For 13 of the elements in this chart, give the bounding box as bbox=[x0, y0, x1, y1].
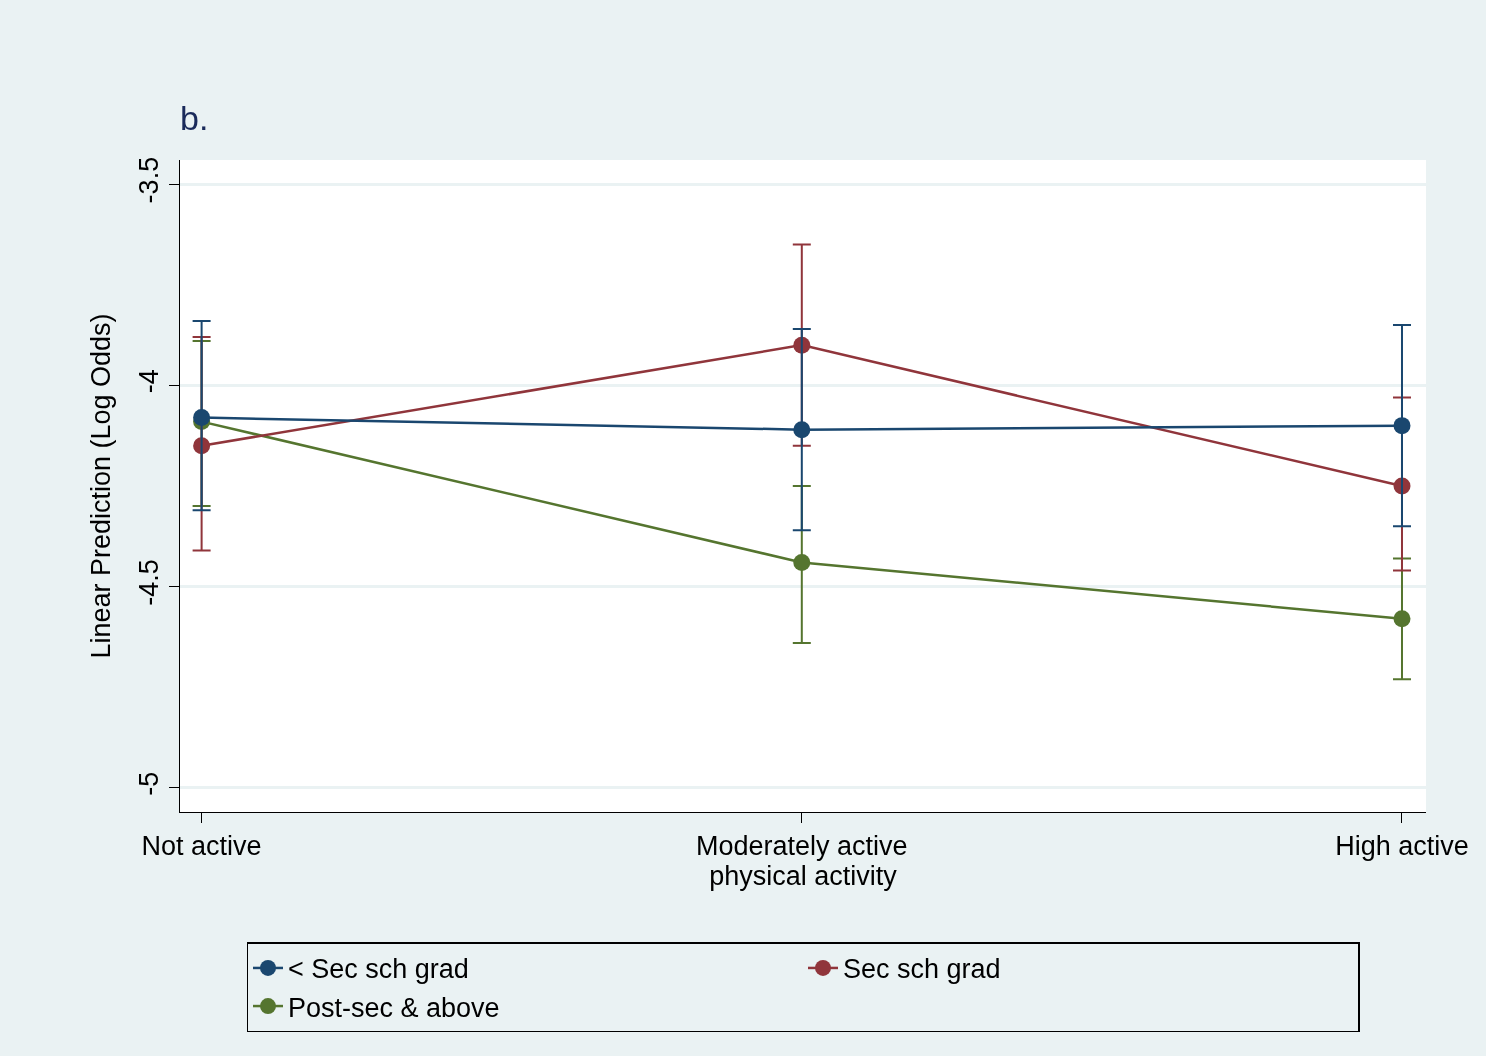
y-tick-label: -4.5 bbox=[134, 559, 165, 606]
legend-label: < Sec sch grad bbox=[288, 954, 469, 985]
y-axis-title: Linear Prediction (Log Odds) bbox=[86, 313, 117, 659]
x-tick-label: Not active bbox=[141, 831, 262, 862]
y-tick-label: -4 bbox=[134, 369, 165, 394]
legend-label: Post-sec & above bbox=[288, 992, 500, 1023]
chart-title: b. bbox=[180, 98, 209, 137]
x-tick-label: High active bbox=[1335, 831, 1469, 862]
y-tick-label: -5 bbox=[134, 771, 165, 796]
y-tick-label: -3.5 bbox=[134, 156, 165, 204]
x-axis-title: physical activity bbox=[709, 861, 898, 892]
x-tick-label: Moderately active bbox=[696, 831, 908, 862]
legend-label: Sec sch grad bbox=[843, 954, 1001, 985]
